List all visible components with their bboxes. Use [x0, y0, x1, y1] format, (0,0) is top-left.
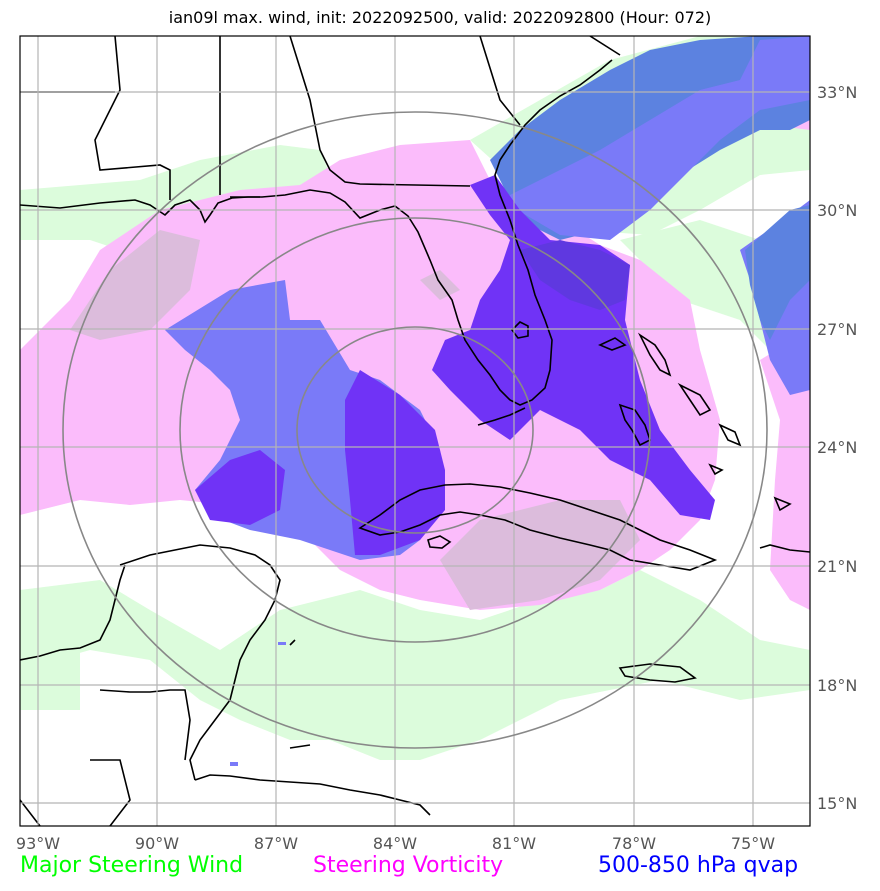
latitude-ticks: 33°N 30°N 27°N 24°N 21°N 18°N 15°N: [817, 83, 857, 813]
range-ring-middle: [179, 217, 651, 643]
lat-tick-label: 33°N: [817, 83, 857, 102]
us-state-border-al-ga: [289, 36, 471, 187]
plot-frame: [19, 35, 811, 827]
longitude-ticks: 93°W 90°W 87°W 84°W 81°W 78°W 75°W: [16, 834, 775, 853]
cuba-coast: [358, 483, 718, 571]
mexico-west-coast: [20, 564, 126, 661]
bahamas-7: [773, 496, 792, 512]
gulf-coast: [20, 59, 613, 406]
lake-okeechobee: [510, 321, 529, 339]
vorticity-overlap-south: [440, 500, 640, 610]
jamaica-coast: [618, 663, 697, 683]
qvap-mid-east: [745, 205, 810, 340]
bahamas-6: [708, 463, 724, 476]
us-state-border-nc: [589, 36, 621, 56]
lat-tick-label: 30°N: [817, 201, 857, 220]
lat-lon-grid: [20, 36, 810, 826]
qvap-speck-2: [230, 762, 238, 766]
qvap-dark-florida: [432, 175, 715, 520]
lon-tick-label: 78°W: [612, 834, 656, 853]
lat-tick-label: 21°N: [817, 557, 857, 576]
central-america-coast: [194, 774, 431, 816]
florida-keys: [477, 407, 526, 426]
vorticity-east: [760, 330, 810, 610]
yucatan-coast: [119, 544, 281, 781]
lat-tick-label: 27°N: [817, 320, 857, 339]
range-ring-inner: [296, 326, 534, 534]
lon-tick-label: 93°W: [16, 834, 60, 853]
lon-tick-label: 87°W: [254, 834, 298, 853]
lon-tick-label: 75°W: [731, 834, 775, 853]
gulf-islands: [230, 196, 311, 749]
coastlines: [20, 36, 810, 826]
hispaniola-coast: [759, 544, 810, 553]
wind-region-caribbean: [20, 570, 810, 760]
qvap-light-atlantic: [500, 36, 810, 240]
vorticity-overlap-center: [420, 270, 460, 300]
lon-tick-label: 84°W: [373, 834, 417, 853]
wind-region-southwest: [20, 650, 80, 710]
map-title: ian09l max. wind, init: 2022092500, vali…: [168, 8, 712, 27]
us-state-border-sc: [479, 36, 521, 126]
bahamas-5: [718, 423, 742, 447]
lon-tick-label: 81°W: [492, 834, 536, 853]
qvap-speck-1: [278, 642, 286, 645]
us-state-border-la: [94, 36, 171, 200]
lat-tick-label: 24°N: [817, 438, 857, 457]
bahamas-1: [598, 337, 627, 351]
central-america-borders: [20, 759, 131, 826]
bahamas-4: [677, 382, 712, 417]
range-rings: [62, 111, 768, 749]
legend-steering-vorticity: Steering Vorticity: [313, 853, 504, 878]
lat-tick-label: 18°N: [817, 676, 857, 695]
range-ring-outer: [62, 111, 768, 749]
legend-qvap: 500-850 hPa qvap: [598, 853, 799, 878]
mexico-borders: [99, 689, 191, 761]
qvap-dark-west: [195, 450, 285, 525]
bahamas-2: [637, 332, 672, 377]
bahamas-3: [618, 403, 651, 447]
vorticity-overlap-west: [70, 230, 200, 340]
legend-steering-wind: Major Steering Wind: [20, 853, 244, 878]
lon-tick-label: 90°W: [135, 834, 179, 853]
isle-of-youth: [427, 535, 452, 549]
lat-tick-label: 15°N: [817, 794, 857, 813]
